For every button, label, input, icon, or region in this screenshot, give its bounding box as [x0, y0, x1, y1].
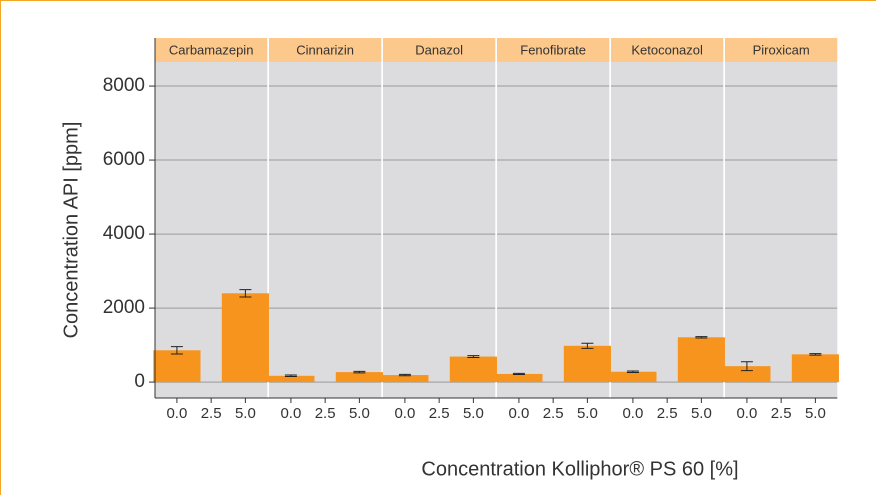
- y-tick-label: 8000: [103, 75, 145, 96]
- x-tick-label: 5.0: [463, 405, 484, 422]
- bar: [678, 337, 725, 382]
- y-tick-label: 4000: [103, 223, 145, 244]
- x-tick-label: 2.5: [771, 405, 792, 422]
- y-tick-label: 6000: [103, 149, 145, 170]
- x-tick-label: 0.0: [280, 405, 301, 422]
- x-tick-label: 0.0: [166, 405, 187, 422]
- panel-title: Carbamazepin: [169, 42, 254, 57]
- y-tick-label: 2000: [103, 297, 145, 318]
- panel-title: Cinnarizin: [296, 42, 354, 57]
- panel-background: [725, 62, 837, 398]
- panel-title: Danazol: [415, 42, 463, 57]
- panel-title: Piroxicam: [753, 42, 810, 57]
- x-tick-label: 2.5: [657, 405, 678, 422]
- bar: [336, 372, 383, 382]
- x-tick-label: 2.5: [315, 405, 336, 422]
- bar: [609, 372, 656, 382]
- panel-title: Ketoconazol: [631, 42, 703, 57]
- panel-background: [383, 62, 495, 398]
- x-axis-label: Concentration Kolliphor® PS 60 [%]: [421, 458, 738, 480]
- x-tick-label: 5.0: [691, 405, 712, 422]
- bar: [450, 357, 497, 383]
- y-axis-label: Concentration API [ppm]: [60, 122, 82, 339]
- x-tick-label: 0.0: [622, 405, 643, 422]
- bar: [222, 293, 269, 382]
- x-tick-label: 2.5: [201, 405, 222, 422]
- x-tick-label: 2.5: [543, 405, 564, 422]
- x-tick-label: 0.0: [508, 405, 529, 422]
- x-tick-label: 5.0: [349, 405, 370, 422]
- panel-background: [269, 62, 381, 398]
- panel-title: Fenofibrate: [520, 42, 586, 57]
- y-tick-label: 0: [134, 371, 145, 392]
- x-tick-label: 5.0: [577, 405, 598, 422]
- x-tick-label: 5.0: [235, 405, 256, 422]
- bar: [495, 374, 542, 382]
- bar: [792, 354, 839, 382]
- x-tick-label: 5.0: [805, 405, 826, 422]
- bar: [153, 350, 200, 382]
- bar: [564, 346, 611, 382]
- x-tick-label: 2.5: [429, 405, 450, 422]
- x-tick-label: 0.0: [394, 405, 415, 422]
- x-tick-label: 0.0: [736, 405, 757, 422]
